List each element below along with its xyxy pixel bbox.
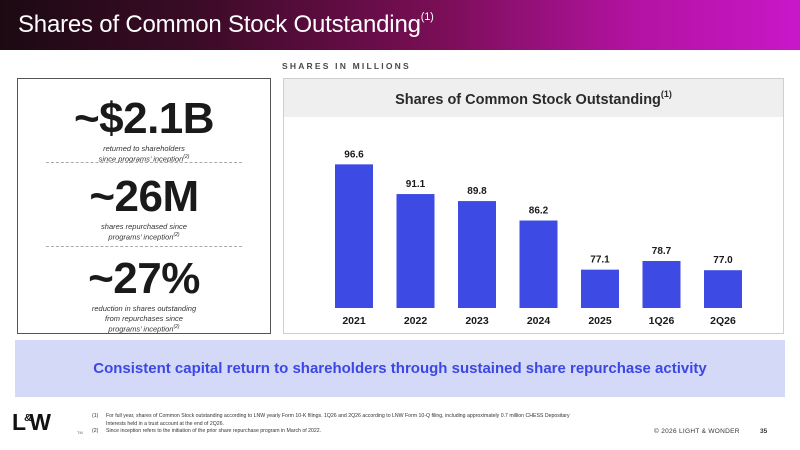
footnote: (1) For full year, shares of Common Stoc… <box>92 413 570 427</box>
x-tick-label: 2022 <box>404 315 428 327</box>
title-footnote-marker: (1) <box>420 11 434 23</box>
stat-value: ~$2.1B <box>73 94 215 143</box>
stat-value: ~26M <box>89 172 199 221</box>
stat-description: returned to shareholders since programs’… <box>98 144 190 164</box>
data-label: 86.2 <box>529 206 549 217</box>
copyright: © 2026 LIGHT & WONDER <box>654 428 740 435</box>
bar-2024 <box>519 220 558 308</box>
trademark-mark: TM <box>77 430 83 435</box>
footnotes: (1) For full year, shares of Common Stoc… <box>92 413 632 436</box>
stat-capital-returned: ~$2.1B returned to shareholders since pr… <box>18 97 270 165</box>
banner-text: Consistent capital return to shareholder… <box>93 360 707 377</box>
bar-2022 <box>396 194 435 308</box>
data-label: 78.7 <box>652 246 672 257</box>
data-label: 96.6 <box>344 149 364 160</box>
stat-value: ~27% <box>88 254 200 303</box>
x-tick-label: 2021 <box>342 315 366 327</box>
divider <box>46 246 242 247</box>
stats-panel: ~$2.1B returned to shareholders since pr… <box>17 78 271 334</box>
chart-title-bar: Shares of Common Stock Outstanding(1) <box>284 79 783 117</box>
bar-2025 <box>581 269 619 308</box>
chart-panel: Shares of Common Stock Outstanding(1) 96… <box>283 78 784 334</box>
x-tick-label: 2Q26 <box>710 315 736 327</box>
bar-chart: 96.6 2021 91.1 2022 89.8 2023 86.2 2024 77.1 2025… <box>335 149 742 327</box>
data-label: 77.1 <box>590 255 610 266</box>
company-logo: L&W <box>12 409 51 435</box>
stat-share-reduction: ~27% reduction in shares outstanding fro… <box>18 257 270 335</box>
footnote: (2) Since inception refers to the initia… <box>92 428 322 435</box>
x-tick-label: 2024 <box>527 315 551 327</box>
x-tick-label: 1Q26 <box>649 315 675 327</box>
bar-2q26 <box>704 270 742 308</box>
divider <box>46 162 242 163</box>
header-bar: Shares of Common Stock Outstanding(1) <box>0 0 800 50</box>
summary-banner: Consistent capital return to shareholder… <box>15 340 785 397</box>
stat-shares-repurchased: ~26M shares repurchased since programs’ … <box>18 175 270 243</box>
x-tick-label: 2025 <box>588 315 612 327</box>
stat-description: reduction in shares outstanding from rep… <box>91 304 197 334</box>
page-number: 35 <box>760 428 768 435</box>
bar-2023 <box>458 201 496 308</box>
chart-unit-label: SHARES IN MILLIONS <box>282 61 411 71</box>
data-label: 91.1 <box>406 179 426 190</box>
data-label: 77.0 <box>713 255 733 266</box>
stat-description: shares repurchased since programs’ incep… <box>101 222 187 242</box>
data-label: 89.8 <box>467 186 487 197</box>
bar-1q26 <box>642 261 681 308</box>
bar-2021 <box>335 164 373 308</box>
page-title: Shares of Common Stock Outstanding(1) <box>18 11 434 38</box>
x-tick-label: 2023 <box>465 315 489 327</box>
chart-title: Shares of Common Stock Outstanding(1) <box>395 89 672 108</box>
